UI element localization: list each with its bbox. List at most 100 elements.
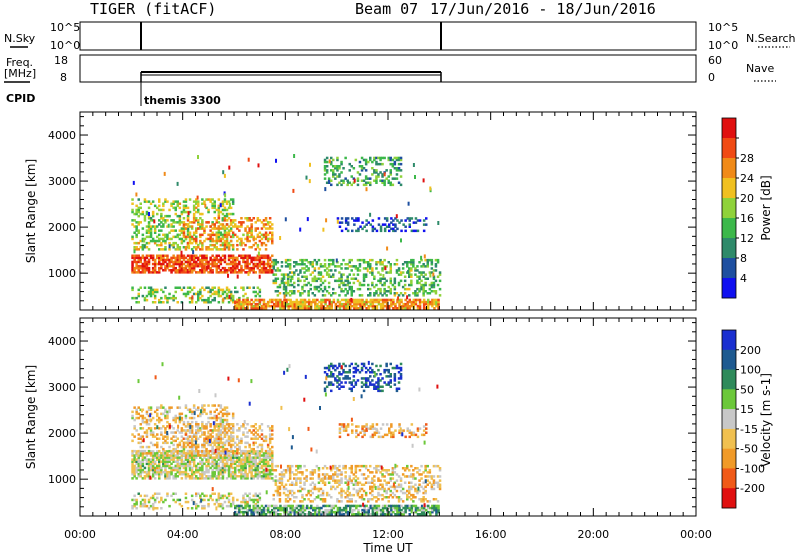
heatmap-cell [201, 433, 204, 436]
heatmap-cell [356, 368, 360, 372]
heatmap-cell [279, 302, 282, 306]
heatmap-cell [377, 389, 380, 393]
heatmap-cell [184, 198, 188, 201]
heatmap-cell [176, 406, 179, 409]
heatmap-cell [432, 281, 436, 285]
heatmap-cell [166, 256, 169, 260]
heatmap-cell [246, 423, 249, 426]
heatmap-cell [225, 468, 229, 472]
heatmap-cell [172, 241, 175, 245]
heatmap-cell [160, 208, 163, 212]
heatmap-cell [143, 260, 147, 264]
heatmap-cell [197, 437, 200, 440]
heatmap-cell [258, 475, 262, 478]
heatmap-cell [209, 475, 212, 478]
heatmap-cell [131, 454, 134, 457]
heatmap-cell [195, 492, 198, 495]
heatmap-cell [176, 468, 179, 472]
heatmap-cell [160, 466, 163, 470]
heatmap-cell [229, 504, 233, 508]
heatmap-cell [240, 266, 243, 270]
heatmap-cell [186, 206, 190, 210]
heatmap-cell [201, 241, 204, 245]
heatmap-cell [398, 304, 401, 308]
heatmap-cell [248, 254, 251, 257]
heatmap-cell [240, 468, 243, 472]
heatmap-cell [229, 290, 233, 294]
heatmap-cell [404, 219, 407, 222]
heatmap-cell [158, 269, 161, 272]
heatmap-cell [139, 435, 142, 438]
heatmap-cell [276, 285, 280, 289]
heatmap-cell [248, 504, 251, 508]
heatmap-cell [260, 504, 264, 508]
heatmap-cell [149, 235, 153, 239]
heatmap-cell [180, 439, 184, 443]
heatmap-cell [213, 204, 216, 208]
heatmap-cell [279, 236, 282, 240]
heatmap-cell [266, 227, 270, 230]
heatmap-cell [231, 246, 235, 249]
heatmap-cell [309, 263, 312, 266]
heatmap-cell [323, 285, 327, 289]
heatmap-cell [369, 267, 372, 270]
heatmap-cell [160, 452, 163, 455]
heatmap-cell [388, 225, 391, 228]
heatmap-cell [227, 472, 231, 476]
heatmap-cell [254, 456, 257, 459]
heatmap-cell [389, 287, 392, 291]
heatmap-cell [355, 513, 358, 516]
heatmap-cell [231, 439, 235, 443]
heatmap-cell [151, 454, 155, 457]
heatmap-cell [244, 262, 247, 266]
heatmap-cell [307, 261, 310, 264]
heatmap-cell [367, 283, 370, 287]
heatmap-cell [229, 198, 233, 201]
heatmap-cell [246, 235, 249, 239]
heatmap-cell [221, 470, 225, 474]
heatmap-cell [246, 217, 249, 220]
heatmap-cell [205, 246, 208, 249]
heatmap-cell [184, 475, 188, 478]
heatmap-cell [207, 246, 210, 249]
heatmap-cell [303, 307, 307, 310]
heatmap-cell [288, 265, 292, 268]
heatmap-cell [283, 307, 286, 310]
heatmap-cell [373, 383, 376, 386]
heatmap-cell [236, 239, 239, 243]
heatmap-cell [182, 454, 186, 457]
heatmap-cell [135, 429, 138, 432]
heatmap-cell [422, 304, 426, 308]
heatmap-cell [401, 267, 405, 270]
heatmap-cell [379, 225, 383, 228]
heatmap-cell [192, 456, 196, 459]
heatmap-cell [320, 513, 323, 516]
heatmap-cell [397, 269, 401, 272]
heatmap-cell [176, 460, 179, 463]
heatmap-cell [268, 304, 272, 308]
heatmap-cell [145, 231, 149, 234]
heatmap-cell [176, 466, 179, 470]
heatmap-cell [250, 510, 253, 514]
heatmap-cell [371, 219, 375, 222]
heatmap-cell [160, 241, 163, 245]
heatmap-cell [250, 477, 253, 480]
heatmap-cell [371, 504, 375, 508]
heatmap-cell [307, 267, 310, 270]
heatmap-cell [438, 279, 442, 283]
heatmap-cell [147, 449, 151, 453]
heatmap-cell [184, 470, 188, 474]
heatmap-cell [403, 279, 407, 283]
heatmap-cell [236, 452, 239, 455]
heatmap-cell [197, 223, 200, 226]
heatmap-cell [325, 165, 329, 168]
heatmap-cell [221, 425, 225, 428]
heatmap-cell [195, 200, 198, 203]
heatmap-cell [266, 504, 270, 508]
heatmap-cell [238, 507, 241, 510]
heatmap-cell [164, 269, 167, 272]
heatmap-cell [383, 300, 387, 304]
heatmap-cell [248, 269, 251, 272]
heatmap-cell [172, 229, 175, 232]
heatmap-cell [156, 450, 159, 453]
